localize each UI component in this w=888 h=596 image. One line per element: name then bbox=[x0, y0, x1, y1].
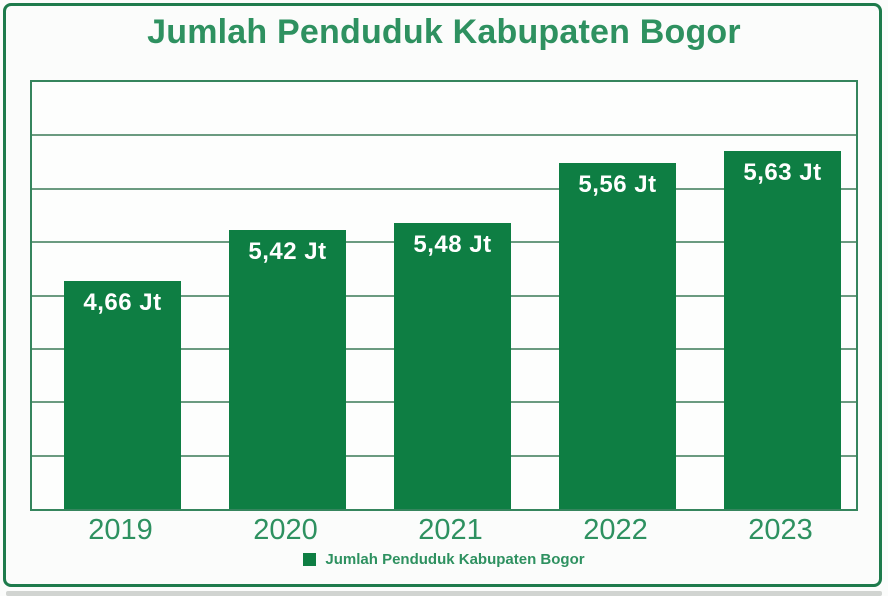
bar-2021: 5,48 Jt bbox=[394, 223, 511, 509]
plot-area: 4,66 Jt 5,42 Jt 5,48 Jt 5,56 Jt 5,63 Jt bbox=[30, 80, 858, 511]
x-axis-label-2021: 2021 bbox=[418, 514, 483, 546]
bar-value-label: 5,63 Jt bbox=[743, 159, 822, 186]
bar-value-label: 4,66 Jt bbox=[83, 289, 162, 316]
x-axis-label-2023: 2023 bbox=[748, 514, 813, 546]
legend-label: Jumlah Penduduk Kabupaten Bogor bbox=[325, 551, 585, 568]
bar-2020: 5,42 Jt bbox=[229, 230, 346, 509]
x-axis-label-2019: 2019 bbox=[88, 514, 153, 546]
legend-swatch-icon bbox=[303, 553, 317, 566]
gridline bbox=[32, 187, 856, 190]
chart-frame bbox=[3, 3, 882, 587]
x-axis-label-2020: 2020 bbox=[253, 514, 318, 546]
bar-value-label: 5,48 Jt bbox=[413, 231, 492, 258]
gridline bbox=[32, 134, 856, 137]
legend: Jumlah Penduduk Kabupaten Bogor bbox=[0, 551, 888, 568]
bar-2019: 4,66 Jt bbox=[64, 281, 181, 509]
chart-title: Jumlah Penduduk Kabupaten Bogor bbox=[147, 13, 741, 51]
bar-value-label: 5,42 Jt bbox=[248, 238, 327, 265]
bar-2022: 5,56 Jt bbox=[559, 163, 676, 509]
page-bottom-edge bbox=[6, 591, 882, 596]
x-axis-label-2022: 2022 bbox=[583, 514, 648, 546]
bar-value-label: 5,56 Jt bbox=[578, 171, 657, 198]
bar-2023: 5,63 Jt bbox=[724, 151, 841, 509]
